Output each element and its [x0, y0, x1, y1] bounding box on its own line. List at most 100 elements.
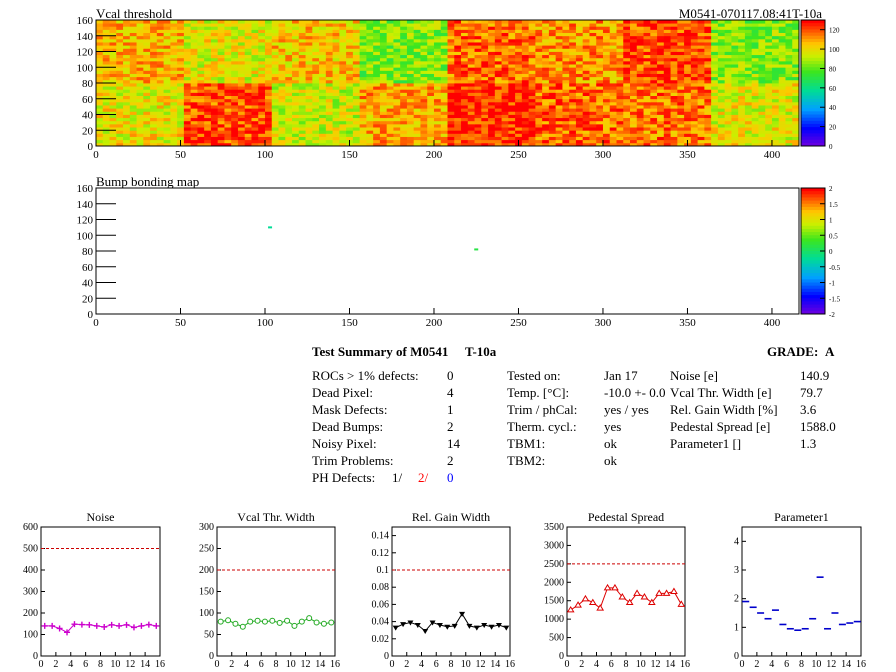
heatmap-cell	[123, 60, 131, 65]
heatmap-cell	[792, 98, 800, 103]
heatmap-cell	[521, 73, 530, 78]
heatmap-cell	[744, 48, 753, 52]
heatmap-cell	[96, 139, 104, 144]
heatmap-cell	[373, 98, 381, 103]
heatmap-cell	[386, 32, 394, 37]
heatmap-cell	[724, 45, 732, 49]
heatmap-cell	[616, 89, 624, 93]
heatmap-cell	[792, 67, 800, 71]
heatmap-cell	[704, 86, 712, 90]
heatmap-cell	[190, 108, 198, 112]
heatmap-cell	[285, 98, 293, 103]
heatmap-cell	[292, 60, 300, 65]
heatmap-cell	[433, 130, 442, 134]
heatmap-cell	[731, 114, 739, 119]
heatmap-cell	[690, 98, 699, 103]
x-tick-label: 0	[39, 659, 44, 670]
heatmap-cell	[548, 23, 557, 27]
heatmap-cell	[292, 26, 300, 30]
heatmap-cell	[589, 105, 597, 109]
heatmap-cell	[717, 70, 726, 74]
heatmap-cell	[96, 20, 104, 24]
heatmap-cell	[116, 136, 124, 141]
heatmap-cell	[386, 64, 394, 68]
heatmap-cell	[319, 32, 327, 37]
heatmap-cell	[643, 114, 651, 119]
heatmap-cell	[663, 123, 671, 128]
heatmap-cell	[190, 120, 198, 125]
heatmap-cell	[393, 29, 401, 33]
heatmap-cell	[690, 73, 699, 78]
x-tick-label: 300	[595, 317, 612, 329]
heatmap-cell	[305, 54, 313, 59]
heatmap-cell	[623, 114, 631, 119]
heatmap-cell	[109, 64, 117, 68]
heatmap-cell	[677, 98, 685, 103]
heatmap-cell	[778, 42, 786, 46]
y-tick-label: 3000	[544, 540, 564, 551]
heatmap-cell	[690, 32, 699, 37]
heatmap-cell	[717, 130, 726, 134]
heatmap-cell	[582, 114, 590, 119]
heatmap-cell	[292, 130, 300, 134]
heatmap-cell	[258, 79, 266, 84]
heatmap-cell	[771, 108, 780, 112]
data-point	[217, 618, 224, 625]
heatmap-cell	[251, 98, 259, 103]
heatmap-cell	[542, 120, 550, 125]
heatmap-cell	[684, 89, 692, 93]
heatmap-cell	[690, 29, 699, 33]
heatmap-cell	[129, 114, 137, 119]
heatmap-cell	[508, 123, 516, 128]
heatmap-cell	[379, 101, 388, 106]
heatmap-cell	[758, 51, 766, 56]
heatmap-cell	[379, 57, 388, 62]
heatmap-cell	[562, 89, 570, 93]
heatmap-cell	[650, 105, 658, 109]
heatmap-cell	[224, 32, 232, 37]
heatmap-cell	[474, 98, 482, 103]
heatmap-cell	[461, 114, 469, 119]
heatmap-cell	[386, 86, 394, 90]
heatmap-cell	[427, 98, 435, 103]
heatmap-cell	[373, 48, 381, 52]
heatmap-cell	[623, 83, 631, 87]
heatmap-cell	[663, 136, 671, 141]
heatmap-cell	[237, 32, 246, 37]
heatmap-cell	[433, 38, 442, 43]
heatmap-cell	[474, 120, 482, 125]
heatmap-cell	[258, 86, 266, 90]
heatmap-cell	[406, 92, 415, 96]
heatmap-cell	[373, 42, 381, 46]
heatmap-cell	[170, 117, 178, 122]
heatmap-cell	[217, 67, 225, 71]
heatmap-cell	[285, 83, 293, 87]
heatmap-cell	[515, 86, 523, 90]
heatmap-cell	[623, 86, 631, 90]
heatmap-cell	[150, 51, 158, 56]
heatmap-cell	[231, 23, 239, 27]
heatmap-cell	[379, 76, 388, 81]
heatmap-cell	[346, 105, 354, 109]
heatmap-cell	[765, 51, 773, 56]
heatmap-cell	[697, 139, 705, 144]
heatmap-cell	[312, 76, 320, 81]
heatmap-cell	[359, 76, 367, 81]
heatmap-cell	[744, 105, 753, 109]
heatmap-cell	[542, 20, 550, 24]
heatmap-cell	[210, 142, 219, 147]
heatmap-cell	[697, 20, 705, 24]
heatmap-cell	[96, 64, 104, 68]
heatmap-cell	[501, 117, 509, 122]
heatmap-cell	[319, 70, 327, 74]
heatmap-cell	[575, 83, 584, 87]
heatmap-cell	[677, 51, 685, 56]
heatmap-cell	[129, 45, 137, 49]
heatmap-cell	[231, 54, 239, 59]
heatmap-cell	[231, 79, 239, 84]
heatmap-cell	[190, 136, 198, 141]
heatmap-cell	[278, 120, 286, 125]
heatmap-cell	[278, 64, 286, 68]
heatmap-cell	[183, 79, 192, 84]
heatmap-cell	[616, 73, 624, 78]
